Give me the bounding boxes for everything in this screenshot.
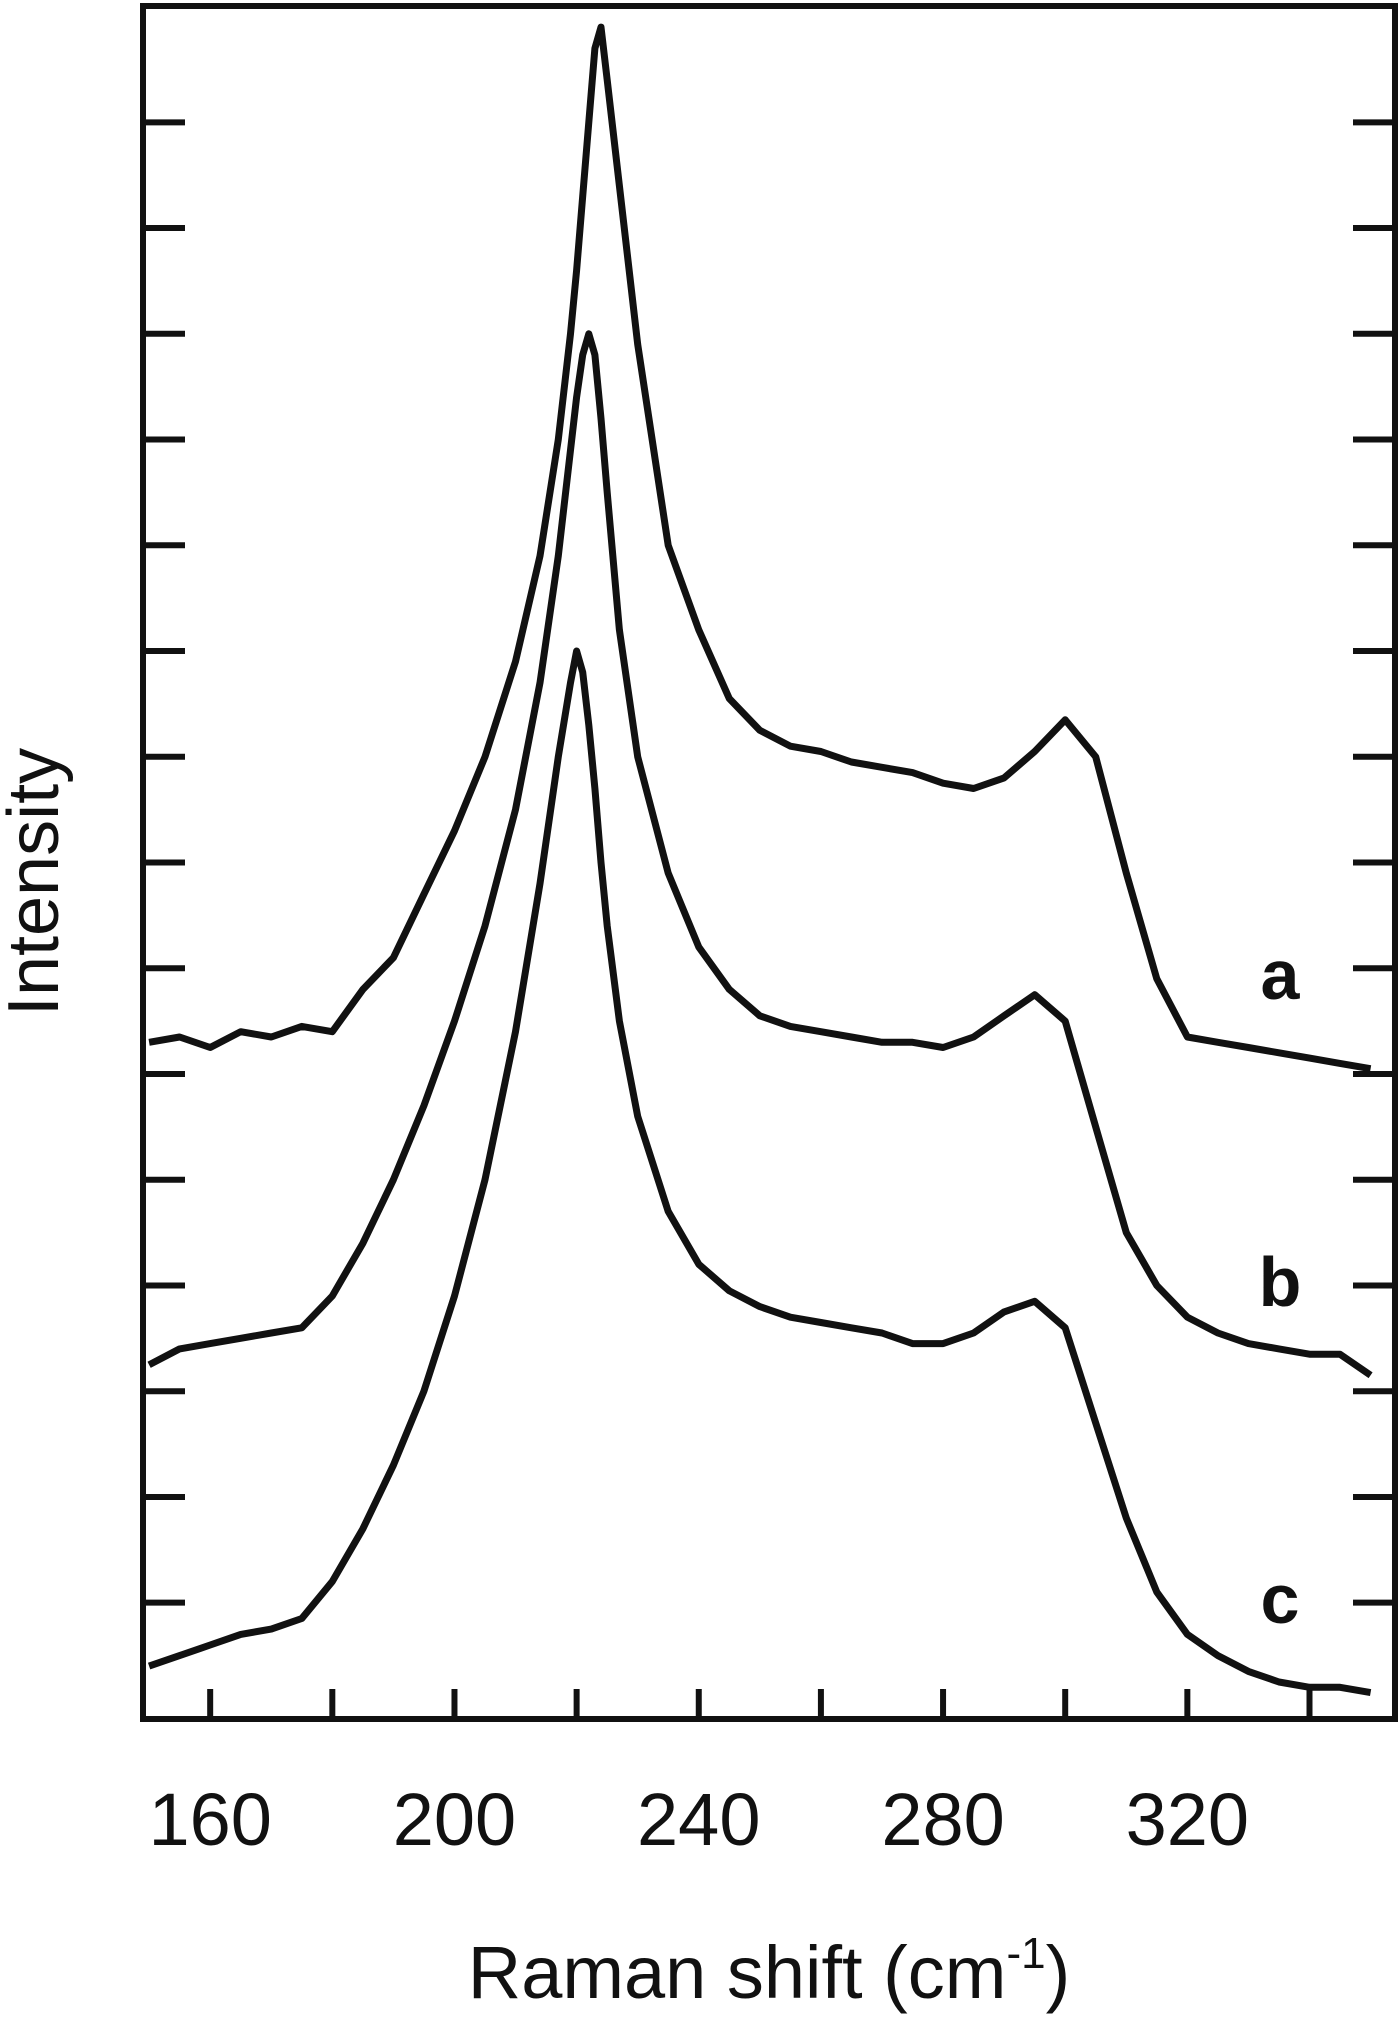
- x-tick-label: 240: [637, 1778, 760, 1861]
- x-tick-label: 160: [148, 1778, 271, 1861]
- plot-frame: [140, 3, 1398, 1722]
- x-tick-label: 200: [393, 1778, 516, 1861]
- spectrum-line: [147, 647, 1372, 1697]
- x-axis-title: Raman shift (cm-1): [468, 1929, 1070, 2014]
- y-axis-title: Intensity: [0, 748, 74, 1016]
- series-label: c: [1261, 1560, 1300, 1638]
- spectrum-line: [148, 23, 1372, 1073]
- series-label: b: [1259, 1243, 1302, 1321]
- spectrum-line: [147, 330, 1373, 1379]
- series-label: a: [1261, 936, 1301, 1014]
- x-tick-label: 280: [881, 1778, 1004, 1861]
- x-axis-title-sup: -1: [1006, 1929, 1045, 1978]
- plot-area: [147, 23, 1373, 1697]
- x-axis-title-text: Raman shift (cm: [468, 1931, 1007, 2014]
- x-tick-label: 320: [1126, 1778, 1249, 1861]
- x-axis-title-end: ): [1046, 1931, 1071, 2014]
